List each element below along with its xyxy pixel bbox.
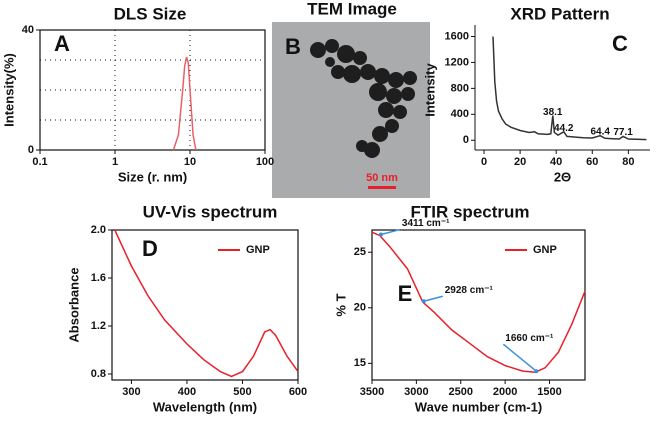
chart-panel: UV-Vis spectrum 300 400 500 600 0.8 1.2 1.6 2.0 W… bbox=[66, 202, 307, 414]
annotation: 2928 cm⁻¹ bbox=[445, 285, 494, 296]
panel-label: D bbox=[142, 236, 158, 261]
x-axis-label: 2Θ bbox=[554, 169, 571, 184]
data-line bbox=[172, 56, 197, 151]
x-tick-label: 400 bbox=[178, 386, 196, 398]
legend-label: GNP bbox=[246, 244, 270, 256]
data-line bbox=[492, 36, 647, 141]
y-tick-label: 800 bbox=[451, 82, 469, 94]
arrow-head bbox=[421, 299, 426, 304]
x-tick-label: 40 bbox=[550, 156, 562, 168]
annotation: 3411 cm⁻¹ bbox=[402, 218, 450, 229]
arrow-head bbox=[378, 232, 383, 237]
x-axis-label: Wavelength (nm) bbox=[153, 399, 257, 414]
y-tick-label: 2.0 bbox=[91, 224, 106, 236]
panel-title: FTIR spectrum bbox=[410, 202, 529, 221]
x-tick-label: 2500 bbox=[449, 386, 473, 398]
data-line bbox=[371, 231, 586, 373]
panel-title: DLS Size bbox=[114, 4, 187, 23]
annotation-arrow bbox=[502, 343, 537, 372]
x-tick-label: 0 bbox=[481, 156, 487, 168]
y-axis-label: Absorbance bbox=[66, 267, 81, 342]
y-tick-label: 400 bbox=[451, 108, 469, 120]
y-tick-label: 1.6 bbox=[91, 272, 106, 284]
plot-frame bbox=[371, 229, 586, 381]
x-tick-label: 1 bbox=[112, 156, 118, 168]
panel-title: TEM Image bbox=[307, 0, 397, 18]
y-tick-label: 25 bbox=[354, 246, 366, 258]
x-tick-label: 80 bbox=[622, 156, 634, 168]
annotation: 44.2 bbox=[554, 123, 574, 134]
particles bbox=[310, 39, 417, 158]
x-tick-label: 1500 bbox=[537, 386, 561, 398]
panel-title: XRD Pattern bbox=[510, 4, 609, 23]
x-axis-label: Wave number (cm-1) bbox=[415, 399, 542, 414]
scale-bar-label: 50 nm bbox=[366, 172, 398, 184]
x-tick-label: 20 bbox=[514, 156, 526, 168]
annotation: 1660 cm⁻¹ bbox=[505, 333, 554, 344]
panel-label: E bbox=[398, 281, 413, 306]
annotation: 38.1 bbox=[543, 107, 563, 118]
chart-panel: FTIR spectrum 3500 3000 2500 2000 1500 15 20 25 W… bbox=[333, 202, 586, 414]
panel-label: A bbox=[54, 31, 70, 56]
arrow-head bbox=[534, 369, 539, 374]
x-tick-label: 3000 bbox=[404, 386, 428, 398]
panel-label: C bbox=[612, 31, 628, 56]
panel-title: UV-Vis spectrum bbox=[143, 202, 278, 221]
x-tick-label: 0.1 bbox=[32, 156, 47, 168]
y-tick-label: 0 bbox=[463, 134, 469, 146]
x-tick-label: 300 bbox=[122, 386, 140, 398]
tem-panel: 50 nm B TEM Image bbox=[272, 0, 430, 198]
y-axis-label: Intensity bbox=[422, 63, 437, 117]
y-tick-label: 1.2 bbox=[91, 320, 106, 332]
annotation: 77.1 bbox=[613, 127, 633, 138]
y-tick-label: 0.8 bbox=[91, 368, 106, 380]
y-tick-label: 0 bbox=[28, 144, 34, 156]
x-tick-label: 2000 bbox=[493, 386, 517, 398]
y-tick-label: 20 bbox=[354, 302, 366, 314]
y-tick-label: 1600 bbox=[445, 30, 469, 42]
x-tick-label: 60 bbox=[586, 156, 598, 168]
plot-frame bbox=[39, 29, 266, 151]
x-tick-label: 3500 bbox=[360, 386, 384, 398]
annotation-arrow bbox=[380, 228, 401, 236]
legend-label: GNP bbox=[533, 244, 557, 256]
scale-bar bbox=[368, 186, 396, 189]
x-tick-label: 500 bbox=[233, 386, 251, 398]
y-axis-label: % T bbox=[333, 293, 348, 316]
x-tick-label: 600 bbox=[289, 386, 307, 398]
x-tick-label: 10 bbox=[184, 156, 196, 168]
y-tick-label: 15 bbox=[354, 357, 366, 369]
chart-panel: DLS Size 0.1 1 10 100 0 40 Size (r. nm) Intensit… bbox=[1, 4, 274, 184]
data-line bbox=[114, 229, 299, 378]
annotation-arrow bbox=[423, 295, 443, 302]
x-axis-label: Size (r. nm) bbox=[118, 169, 187, 184]
y-axis-label: Intensity(%) bbox=[1, 53, 16, 127]
panel-label: B bbox=[285, 34, 301, 59]
y-tick-label: 1200 bbox=[445, 56, 469, 68]
plot-frame bbox=[111, 229, 299, 381]
x-tick-label: 100 bbox=[256, 156, 274, 168]
annotation: 64.4 bbox=[590, 126, 610, 137]
y-tick-label: 40 bbox=[22, 24, 34, 36]
